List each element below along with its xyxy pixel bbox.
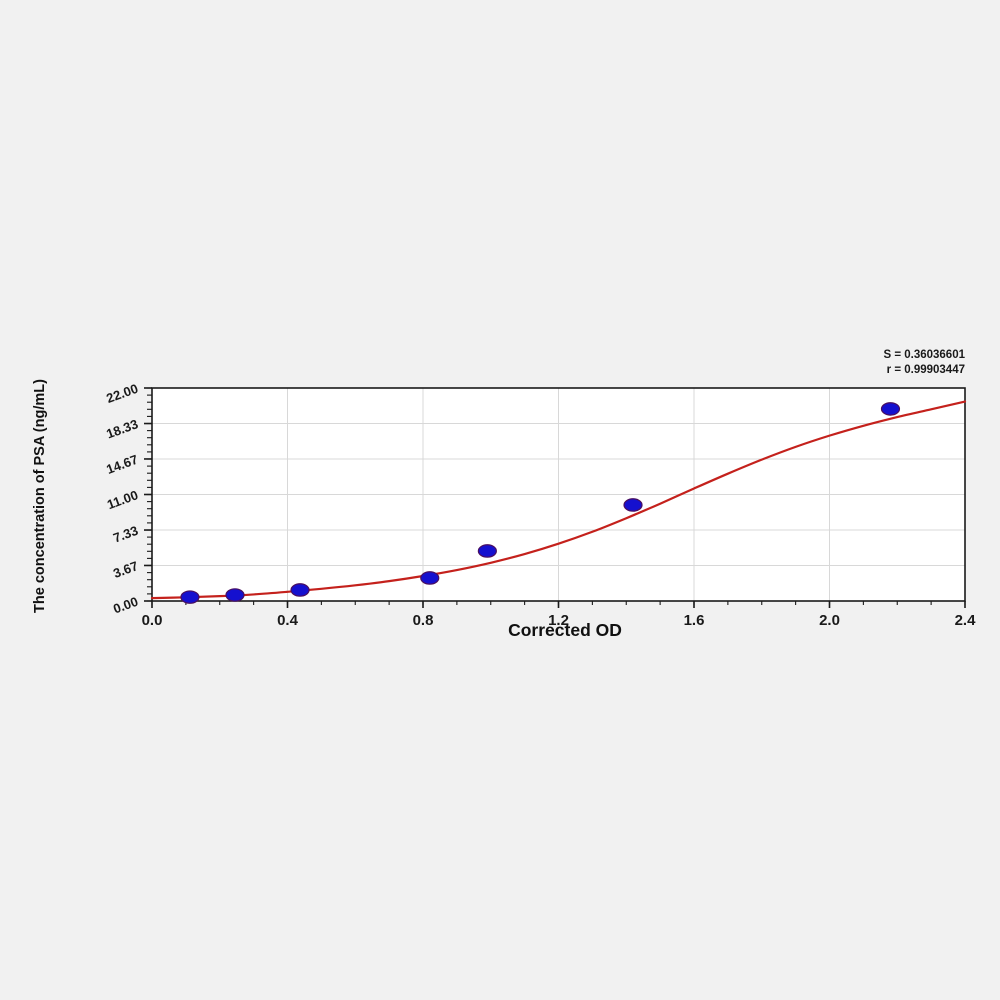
data-point	[180, 590, 200, 604]
y-axis-title: The concentration of PSA (ng/mL)	[32, 379, 48, 613]
x-axis-title: Corrected OD	[508, 620, 622, 640]
y-tick-label: 7.33	[111, 523, 140, 546]
x-tick-label: 0.4	[277, 612, 299, 629]
y-tick-label: 11.00	[105, 487, 140, 512]
annotation-r-value: r = 0.99903447	[887, 364, 965, 376]
x-tick-label: 1.6	[684, 612, 705, 629]
x-tick-label: 1.2	[548, 612, 569, 629]
fitted-curve	[150, 400, 967, 600]
y-tick-label: 0.00	[111, 594, 140, 617]
data-point	[623, 498, 643, 512]
chart-figure: 0.0 0.4 0.8 1.2 1.6 2.0 2.4 0.00 3.67 7.33 11.00 1…	[0, 330, 1000, 670]
x-axis-major-ticks	[151, 601, 966, 608]
x-tick-label: 0.0	[142, 612, 163, 629]
data-point-markers	[180, 402, 901, 604]
annotation-s-value: S = 0.36036601	[883, 349, 965, 361]
y-axis-major-ticks	[144, 387, 152, 602]
y-axis-tick-labels: 0.00 3.67 7.33 11.00 14.67 18.33 22.00	[104, 381, 140, 617]
y-tick-label: 22.00	[104, 381, 140, 406]
data-point	[290, 583, 310, 597]
y-tick-label: 3.67	[111, 558, 140, 581]
x-tick-label: 2.4	[955, 612, 977, 629]
data-point	[420, 571, 440, 585]
data-point	[225, 588, 245, 602]
x-tick-label: 0.8	[413, 612, 434, 629]
data-point	[477, 544, 497, 558]
data-point	[880, 402, 901, 416]
x-axis-minor-ticks	[151, 601, 966, 605]
y-tick-label: 14.67	[104, 452, 140, 477]
x-tick-label: 2.0	[819, 612, 840, 629]
x-axis-tick-labels: 0.0 0.4 0.8 1.2 1.6 2.0 2.4	[142, 612, 977, 629]
psa-standard-curve-plot: 0.0 0.4 0.8 1.2 1.6 2.0 2.4 0.00 3.67 7.33 11.00 1…	[32, 349, 977, 640]
y-tick-label: 18.33	[104, 416, 140, 441]
